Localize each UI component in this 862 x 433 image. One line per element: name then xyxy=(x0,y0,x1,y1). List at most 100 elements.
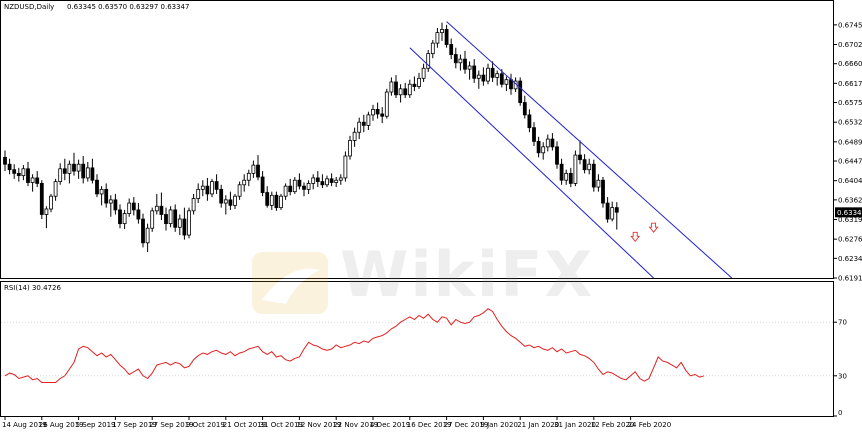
candle-bearish xyxy=(315,177,320,182)
candle-bearish xyxy=(453,54,458,64)
date-tick-label: 31 Jan 2020 xyxy=(554,421,596,429)
candle-bullish xyxy=(251,164,256,174)
candle-bearish xyxy=(591,163,596,188)
sell-arrow-icon xyxy=(630,231,641,243)
candle-bearish xyxy=(568,172,573,184)
candle-bullish xyxy=(545,138,550,148)
candle-bullish xyxy=(430,42,435,55)
date-tick-label: 9 Jan 2020 xyxy=(480,421,518,429)
candle-bullish xyxy=(495,73,500,78)
candle-bullish xyxy=(246,172,251,181)
candle-bullish xyxy=(476,74,481,79)
candle-bullish xyxy=(334,179,339,183)
candle-bullish xyxy=(435,32,440,44)
candle-bearish xyxy=(81,163,86,179)
chart-title-ohlc: 0.63345 0.63570 0.63297 0.63347 xyxy=(67,3,189,11)
candle-bearish xyxy=(601,179,605,204)
candle-bullish xyxy=(210,181,214,195)
candle-bearish xyxy=(3,156,7,165)
watermark-text: WikiFX xyxy=(340,238,594,311)
candle-bullish xyxy=(421,67,426,79)
candle-bearish xyxy=(265,192,270,206)
candle-bearish xyxy=(536,140,541,154)
date-tick-label: 5 Sep 2019 xyxy=(76,421,116,429)
candles xyxy=(3,22,619,252)
candle-bearish xyxy=(214,181,219,190)
candle-bullish xyxy=(99,188,104,195)
candle-bullish xyxy=(187,210,191,236)
candle-bullish xyxy=(283,185,288,197)
candle-bullish xyxy=(371,108,375,116)
candle-bearish xyxy=(578,154,582,161)
candle-bearish xyxy=(449,44,454,55)
candle-bullish xyxy=(384,91,389,117)
candle-bearish xyxy=(403,88,408,96)
candle-bullish xyxy=(49,195,53,210)
candle-bullish xyxy=(407,83,412,96)
candle-bearish xyxy=(605,202,610,220)
candle-bullish xyxy=(237,184,242,197)
candle-bullish xyxy=(191,198,196,212)
current-price-tag-label: 0.63347 xyxy=(837,209,862,217)
candle-bearish xyxy=(219,188,224,204)
candle-bearish xyxy=(481,74,486,82)
date-tick-label: 14 Aug 2019 xyxy=(2,421,47,429)
candle-bullish xyxy=(467,65,472,70)
candle-bearish xyxy=(582,159,587,171)
candle-bullish xyxy=(269,194,274,206)
price-pane-frame xyxy=(0,0,834,279)
candle-bearish xyxy=(518,80,523,103)
candle-bearish xyxy=(141,218,145,244)
candle-bullish xyxy=(306,183,311,190)
candle-bullish xyxy=(417,77,421,87)
candle-bearish xyxy=(274,194,279,209)
date-tick-label: 27 Sep 2019 xyxy=(149,421,193,429)
candle-bullish xyxy=(233,195,237,206)
date-tick-label: 16 Dec 2019 xyxy=(407,421,452,429)
candle-bullish xyxy=(426,53,431,69)
candle-bearish xyxy=(394,81,398,96)
candle-bullish xyxy=(348,140,352,157)
candle-bearish xyxy=(472,65,477,79)
candle-bullish xyxy=(343,155,348,179)
candle-bullish xyxy=(53,181,58,197)
candle-bearish xyxy=(205,185,210,195)
candle-bullish xyxy=(122,213,127,225)
candle-bearish xyxy=(375,108,380,115)
candle-bearish xyxy=(260,176,265,193)
rsi-line xyxy=(4,308,705,383)
candle-bullish xyxy=(564,172,569,181)
candle-bullish xyxy=(21,168,26,177)
candle-bearish xyxy=(288,185,293,193)
candle-bearish xyxy=(136,209,141,220)
candle-bearish xyxy=(380,113,385,117)
candle-bearish xyxy=(550,138,555,148)
candle-bullish xyxy=(389,81,394,93)
rsi-pane-label: RSI(14) 30.4726 xyxy=(4,284,61,292)
candle-bearish xyxy=(490,67,495,78)
candle-bullish xyxy=(168,209,173,225)
channel-lower-line xyxy=(409,47,654,279)
date-tick-label: 9 Oct 2019 xyxy=(186,421,225,429)
candle-bullish xyxy=(150,210,155,229)
date-tick-label: 17 Sep 2019 xyxy=(112,421,156,429)
trend-channel[interactable] xyxy=(409,21,733,279)
candle-bearish xyxy=(614,207,619,213)
candle-bearish xyxy=(302,185,306,190)
candle-bearish xyxy=(532,127,536,142)
candle-bullish xyxy=(311,177,316,184)
candle-bearish xyxy=(228,199,233,206)
date-tick-label: 31 Oct 2019 xyxy=(260,421,303,429)
candle-bearish xyxy=(412,83,417,87)
rsi-tick-label: 30 xyxy=(838,372,847,380)
candle-bearish xyxy=(35,177,40,184)
